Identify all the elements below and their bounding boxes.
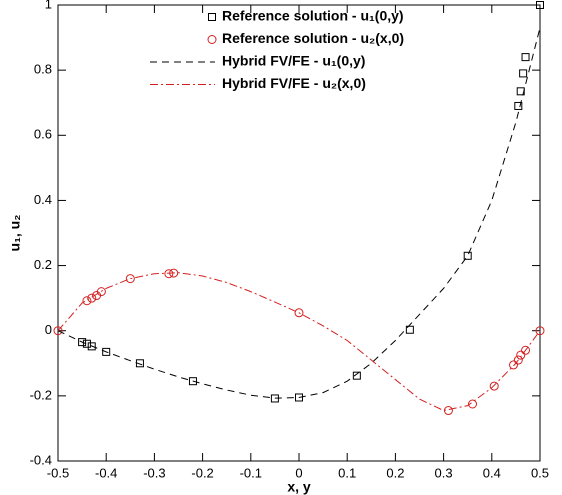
legend-label: Reference solution - u₁(0,y)	[222, 8, 404, 24]
square-marker	[295, 393, 303, 402]
x-tick-label: 0.4	[483, 465, 501, 480]
circle-marker	[513, 355, 523, 365]
circle-marker	[96, 287, 106, 297]
square-marker	[208, 13, 216, 21]
line-series	[57, 272, 541, 412]
y-tick-label: 0	[45, 322, 52, 337]
y-tick-label: 0.4	[34, 192, 52, 207]
y-tick-label: -0.4	[30, 452, 52, 467]
circle-marker	[87, 293, 97, 303]
legend-label: Hybrid FV/FE - u₁(0,y)	[222, 53, 365, 69]
y-axis-label: u₁, u₂	[7, 215, 23, 252]
x-tick-label: -0.1	[240, 465, 262, 480]
circle-marker	[508, 360, 518, 370]
y-tick-label: 0.8	[34, 62, 52, 77]
square-marker	[463, 251, 472, 260]
circle-marker	[468, 399, 478, 409]
circle-marker	[53, 326, 63, 336]
x-axis-label: x, y	[287, 479, 311, 495]
x-tick-label: 0.5	[531, 465, 549, 480]
plot-frame	[57, 4, 541, 462]
y-tick-label: 0.6	[34, 127, 52, 142]
x-tick-label: -0.2	[191, 465, 213, 480]
y-tick-label: 1	[45, 0, 52, 11]
circle-marker	[125, 274, 135, 284]
y-tick-label: 0.2	[34, 257, 52, 272]
square-marker	[405, 325, 414, 334]
square-marker	[519, 69, 528, 78]
square-marker	[514, 101, 523, 110]
x-tick-label: -0.4	[95, 465, 117, 480]
square-marker	[102, 347, 111, 356]
x-tick-label: 0.2	[386, 465, 404, 480]
square-marker	[352, 371, 361, 380]
circle-marker	[82, 296, 92, 306]
circle-marker	[489, 381, 499, 391]
x-tick-label: 0	[295, 465, 302, 480]
square-marker	[78, 338, 87, 347]
legend-label: Reference solution - u₂(x,0)	[222, 30, 404, 46]
circle-marker	[164, 269, 174, 279]
circle-marker	[207, 35, 217, 44]
square-marker	[521, 53, 530, 62]
x-tick-label: -0.5	[47, 465, 69, 480]
x-tick-label: 0.1	[338, 465, 356, 480]
circle-marker	[535, 326, 545, 336]
line-series	[57, 27, 541, 399]
circle-marker	[516, 350, 526, 360]
legend-label: Hybrid FV/FE - u₂(x,0)	[222, 75, 366, 91]
square-marker	[188, 377, 197, 386]
square-marker	[536, 1, 544, 9]
x-tick-label: -0.3	[143, 465, 165, 480]
circle-marker	[294, 308, 304, 318]
x-tick-label: 0.3	[435, 465, 453, 480]
square-marker	[87, 342, 96, 351]
y-tick-label: -0.2	[30, 387, 52, 402]
circle-marker	[521, 345, 531, 355]
square-marker	[82, 339, 91, 348]
